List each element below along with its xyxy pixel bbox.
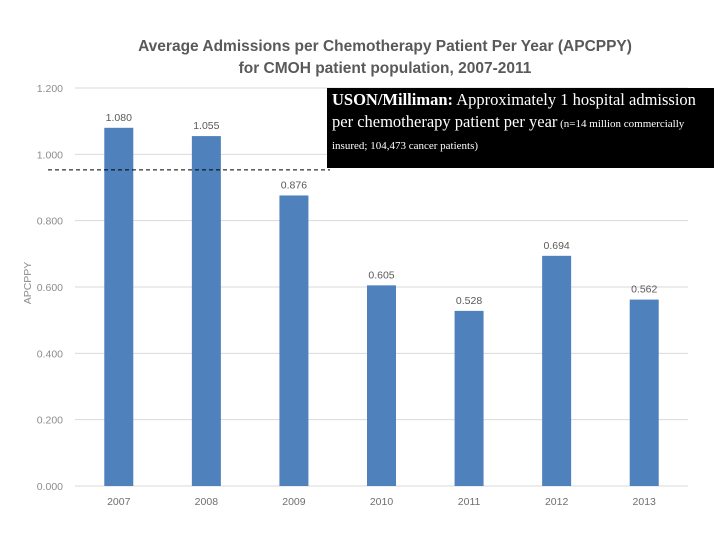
y-tick-label: 0.200 xyxy=(37,415,63,427)
bar-2010 xyxy=(367,285,396,486)
x-tick-label-2007: 2007 xyxy=(107,496,131,508)
callout-text: Approximately 1 hospital admission per c… xyxy=(332,90,696,131)
chart-title-line2: for CMOH patient population, 2007-2011 xyxy=(239,60,532,77)
bar-2012 xyxy=(542,255,572,486)
data-label-2011: 0.528 xyxy=(456,295,482,307)
bar-2008 xyxy=(191,136,221,486)
data-label-2009: 0.876 xyxy=(281,179,307,191)
callout-note: (n=14 million commercially insured; 104,… xyxy=(332,118,685,152)
bars xyxy=(104,127,659,487)
x-tick-label-2009: 2009 xyxy=(282,496,306,508)
y-tick-label: 0.000 xyxy=(37,481,63,493)
x-tick-label-2013: 2013 xyxy=(633,496,657,508)
bar-2009 xyxy=(279,195,309,486)
y-tick-label: 1.200 xyxy=(37,83,63,95)
y-tick-label: 0.600 xyxy=(37,282,63,294)
y-axis-label: APCPPY xyxy=(22,262,34,305)
x-tick-label-2011: 2011 xyxy=(458,496,481,508)
chart-title-line1: Average Admissions per Chemotherapy Pati… xyxy=(138,38,632,55)
bar-2013 xyxy=(629,299,659,486)
y-tick-label: 0.400 xyxy=(37,348,63,360)
data-label-2008: 1.055 xyxy=(193,120,219,132)
x-axis-ticks: 2007 2008 2009 2010 2011 2012 2013 xyxy=(107,496,656,508)
y-tick-label: 1.000 xyxy=(37,149,63,161)
y-axis-ticks: 0.000 0.200 0.400 0.600 0.800 1.000 1.200 xyxy=(37,83,63,493)
x-tick-label-2008: 2008 xyxy=(195,496,219,508)
x-tick-label-2010: 2010 xyxy=(370,496,394,508)
data-label-2012: 0.694 xyxy=(544,240,570,252)
data-label-2010: 0.605 xyxy=(368,269,394,281)
x-tick-label-2012: 2012 xyxy=(545,496,569,508)
data-labels: 1.080 1.055 0.876 0.605 0.528 0.694 0.562 xyxy=(106,112,658,307)
data-label-2013: 0.562 xyxy=(631,284,657,296)
y-tick-label: 0.800 xyxy=(37,216,63,228)
callout-source: USON/Milliman: xyxy=(332,90,454,109)
bar-2011 xyxy=(454,310,484,486)
callout-box: USON/Milliman: Approximately 1 hospital … xyxy=(327,88,714,168)
bar-2007 xyxy=(104,127,134,487)
data-label-2007: 1.080 xyxy=(106,112,132,124)
